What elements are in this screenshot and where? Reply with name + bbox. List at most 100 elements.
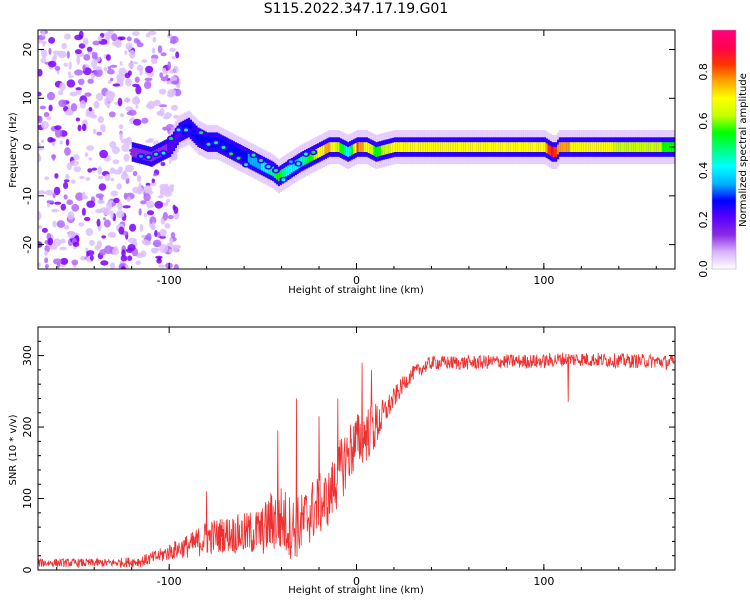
y-tick-label: 200 bbox=[21, 417, 34, 438]
ridge-core bbox=[478, 142, 481, 152]
noise-speckle bbox=[66, 50, 70, 59]
noise-speckle bbox=[141, 239, 149, 245]
noise-speckle bbox=[119, 61, 123, 66]
noise-speckle bbox=[141, 59, 148, 63]
noise-speckle bbox=[43, 111, 50, 118]
noise-speckle bbox=[151, 221, 155, 230]
noise-speckle bbox=[110, 190, 119, 197]
noise-speckle bbox=[72, 241, 80, 247]
ridge-core bbox=[525, 142, 528, 152]
ridge-core bbox=[493, 142, 496, 152]
noise-speckle bbox=[41, 40, 47, 45]
ridge-core bbox=[573, 142, 576, 152]
noise-speckle bbox=[164, 201, 169, 207]
ridge-core bbox=[596, 142, 599, 152]
ridge-blob-core bbox=[214, 141, 218, 145]
noise-speckle bbox=[168, 249, 173, 253]
noise-speckle bbox=[143, 185, 153, 193]
ridge-core bbox=[302, 155, 305, 166]
ridge-core bbox=[249, 154, 252, 165]
noise-speckle bbox=[170, 185, 174, 193]
ridge-core bbox=[626, 142, 629, 152]
noise-speckle bbox=[60, 238, 66, 244]
noise-speckle bbox=[111, 33, 118, 42]
ridge-blob-core bbox=[281, 178, 286, 182]
noise-speckle bbox=[139, 224, 144, 232]
noise-speckle bbox=[117, 201, 123, 211]
ridge-core bbox=[579, 142, 582, 152]
ridge-core bbox=[513, 142, 517, 152]
noise-speckle bbox=[173, 65, 179, 74]
noise-speckle bbox=[64, 110, 74, 116]
ridge-blob-core bbox=[236, 156, 241, 160]
noise-speckle bbox=[144, 77, 153, 82]
ridge-core bbox=[202, 135, 206, 146]
ridge-core bbox=[500, 142, 503, 152]
ridge-core bbox=[658, 142, 661, 152]
ridge-core bbox=[319, 147, 322, 157]
noise-speckle bbox=[159, 235, 166, 239]
ridge-core bbox=[622, 142, 625, 152]
noise-speckle bbox=[157, 45, 163, 54]
noise-speckle bbox=[97, 116, 105, 124]
noise-speckle bbox=[133, 118, 142, 126]
noise-speckle bbox=[46, 116, 52, 121]
ridge-core bbox=[195, 130, 198, 141]
ridge-core bbox=[663, 142, 666, 152]
noise-speckle bbox=[64, 33, 71, 40]
noise-speckle bbox=[169, 40, 176, 44]
ridge-core bbox=[395, 142, 398, 152]
noise-speckle bbox=[89, 114, 98, 119]
noise-speckle bbox=[160, 76, 168, 82]
noise-speckle bbox=[126, 36, 132, 42]
noise-speckle bbox=[38, 147, 45, 151]
ridge-core bbox=[474, 142, 477, 152]
noise-speckle bbox=[44, 250, 48, 256]
ridge-core bbox=[425, 142, 428, 152]
noise-speckle bbox=[78, 222, 85, 227]
ridge-core bbox=[172, 136, 176, 147]
ridge-core bbox=[562, 142, 565, 152]
ridge-blob-core bbox=[303, 152, 308, 156]
noise-speckle bbox=[112, 159, 120, 165]
noise-speckle bbox=[126, 111, 134, 116]
noise-speckle bbox=[116, 73, 125, 82]
noise-speckle bbox=[91, 51, 96, 60]
ridge-core bbox=[349, 146, 352, 156]
noise-speckle bbox=[59, 140, 63, 145]
ridge-blob-core bbox=[296, 162, 301, 166]
ridge-core bbox=[437, 142, 440, 152]
ridge-core bbox=[498, 142, 502, 152]
ridge-blob-core bbox=[184, 128, 188, 132]
ridge-core bbox=[219, 139, 222, 150]
ridge-core bbox=[259, 159, 262, 170]
noise-speckle bbox=[52, 50, 61, 55]
ridge-core bbox=[268, 164, 271, 175]
noise-speckle bbox=[41, 30, 46, 37]
ridge-core bbox=[467, 142, 470, 152]
ridge-core bbox=[453, 142, 457, 152]
colorbar-gradient bbox=[712, 30, 736, 269]
ridge-core bbox=[341, 144, 344, 154]
ridge-core bbox=[364, 142, 367, 152]
noise-speckle bbox=[67, 231, 76, 239]
noise-speckle bbox=[87, 78, 94, 84]
noise-speckle bbox=[149, 216, 157, 225]
noise-speckle bbox=[86, 145, 95, 151]
noise-speckle bbox=[53, 258, 62, 265]
ridge-blob-core bbox=[221, 145, 226, 149]
ridge-core bbox=[332, 142, 335, 152]
noise-speckle bbox=[141, 117, 149, 124]
noise-speckle bbox=[97, 199, 105, 204]
ridge-blob-core bbox=[266, 165, 271, 169]
noise-speckle bbox=[143, 81, 152, 89]
noise-speckle bbox=[164, 223, 171, 229]
spectrogram-xlabel: Height of straight line (km) bbox=[288, 285, 424, 296]
noise-speckle bbox=[49, 138, 56, 142]
ridge-core bbox=[227, 143, 230, 153]
noise-speckle bbox=[45, 189, 54, 196]
noise-speckle bbox=[172, 204, 176, 211]
noise-speckle bbox=[120, 173, 129, 181]
noise-speckle bbox=[132, 186, 140, 194]
ridge-core bbox=[667, 142, 670, 152]
